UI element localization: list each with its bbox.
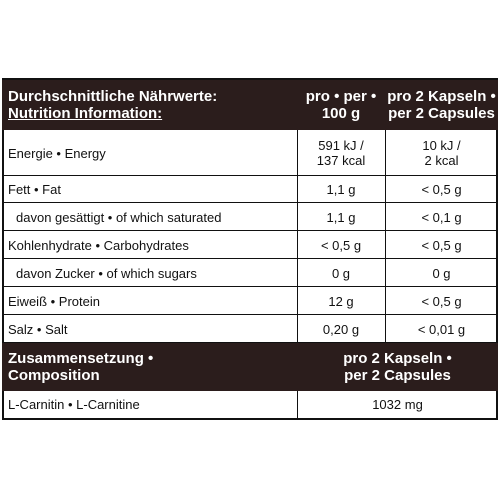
text-line: 137 kcal [316, 153, 366, 168]
text-line: Salz • Salt [8, 321, 68, 337]
text-line: Nutrition Information: [8, 105, 163, 122]
rule [2, 418, 498, 420]
text-line: 591 kJ / [318, 138, 364, 153]
row-value: 1,1 g [297, 176, 385, 203]
row-value: 1032 mg [297, 391, 498, 418]
row-value: < 0,01 g [385, 315, 498, 343]
text-line: Energie • Energy [8, 145, 106, 161]
text-line: 12 g [328, 293, 354, 309]
row-value: 10 kJ /2 kcal [385, 130, 498, 176]
row-value: 1,1 g [297, 203, 385, 231]
rule [2, 258, 498, 259]
row-value: 0 g [385, 259, 498, 287]
text-line: per 2 Capsules [388, 105, 495, 122]
text-line: pro 2 Kapseln • [343, 350, 452, 367]
text-line: Kohlenhydrate • Carbohydrates [8, 237, 189, 253]
rule [2, 314, 498, 315]
rule [297, 391, 298, 418]
row-label: L-Carnitin • L-Carnitine [2, 391, 297, 418]
composition-col: pro 2 Kapseln • per 2 Capsules [297, 343, 498, 391]
row-value: < 0,5 g [385, 231, 498, 259]
rule [2, 78, 498, 80]
text-line: davon Zucker • of which sugars [16, 265, 197, 281]
row-label: Kohlenhydrate • Carbohydrates [2, 231, 297, 259]
text-line: 1,1 g [326, 209, 356, 225]
text-line: per 2 Capsules [344, 367, 451, 384]
text-line: 1032 mg [372, 397, 423, 412]
text-line: 0 g [432, 265, 451, 281]
header-col: pro • per • 100 g [297, 80, 385, 130]
rule [385, 130, 386, 343]
row-value: < 0,5 g [385, 176, 498, 203]
text-line: < 0,5 g [421, 182, 462, 197]
text-line: 10 kJ / [422, 138, 461, 153]
rule [2, 175, 498, 176]
text-line: < 0,1 g [421, 209, 462, 225]
row-label: Energie • Energy [2, 130, 297, 176]
text-line: Zusammensetzung • [8, 350, 154, 367]
rule [2, 202, 498, 203]
rule [2, 78, 4, 420]
row-value: 0 g [297, 259, 385, 287]
composition-title: Zusammensetzung • Composition [2, 343, 297, 391]
row-value: 12 g [297, 287, 385, 315]
text-line: < 0,5 g [421, 237, 462, 253]
row-label: davon Zucker • of which sugars [2, 259, 297, 287]
text-line: 100 g [321, 105, 361, 122]
text-line: Durchschnittliche Nährwerte: [8, 88, 218, 105]
text-line: < 0,5 g [421, 293, 462, 309]
rule [297, 130, 298, 343]
text-line: 0 g [331, 265, 351, 281]
rule [2, 230, 498, 231]
text-line: 0,20 g [322, 321, 360, 337]
row-label: Eiweiß • Protein [2, 287, 297, 315]
text-line: Eiweiß • Protein [8, 293, 100, 309]
rule [2, 342, 498, 343]
text-line: Composition [8, 367, 100, 384]
text-line: pro • per • [305, 88, 377, 105]
row-value: < 0,1 g [385, 203, 498, 231]
row-value: 591 kJ /137 kcal [297, 130, 385, 176]
header-title: Durchschnittliche Nährwerte: Nutrition In… [2, 80, 297, 130]
row-value: < 0,5 g [297, 231, 385, 259]
row-label: davon gesättigt • of which saturated [2, 203, 297, 231]
text-line: 2 kcal [424, 153, 459, 168]
text-line: < 0,5 g [320, 237, 362, 253]
text-line: pro 2 Kapseln • [387, 88, 496, 105]
text-line: < 0,01 g [417, 321, 466, 337]
text-line: Fett • Fat [8, 182, 61, 197]
row-value: < 0,5 g [385, 287, 498, 315]
text-line: davon gesättigt • of which saturated [16, 209, 222, 225]
row-label: Fett • Fat [2, 176, 297, 203]
text-line: L-Carnitin • L-Carnitine [8, 397, 140, 412]
row-label: Salz • Salt [2, 315, 297, 343]
row-value: 0,20 g [297, 315, 385, 343]
text-line: 1,1 g [326, 182, 356, 197]
rule [496, 78, 498, 420]
rule [2, 286, 498, 287]
header-col: pro 2 Kapseln • per 2 Capsules [385, 80, 498, 130]
